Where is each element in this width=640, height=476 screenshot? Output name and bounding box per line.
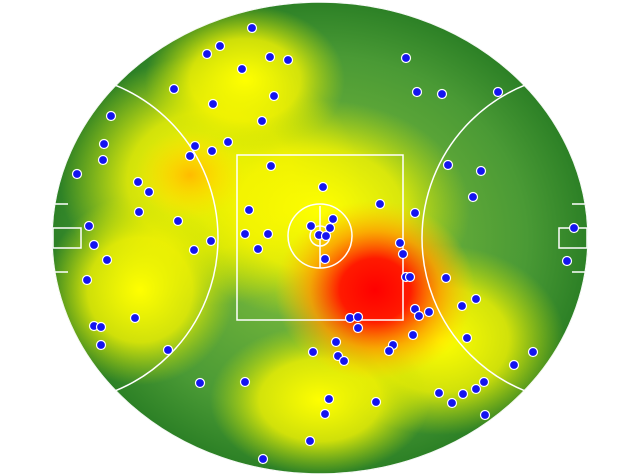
player-dot <box>436 88 448 100</box>
player-dot <box>83 220 95 232</box>
player-dot <box>383 345 395 357</box>
player-dot <box>475 165 487 177</box>
player-dot <box>264 51 276 63</box>
player-dot <box>143 186 155 198</box>
player-dot <box>252 243 264 255</box>
player-dot <box>397 248 409 260</box>
player-dot <box>327 213 339 225</box>
player-dot <box>317 181 329 193</box>
player-dot <box>394 237 406 249</box>
player-dot <box>338 355 350 367</box>
player-dot <box>207 98 219 110</box>
player-dot <box>409 207 421 219</box>
player-dot <box>81 274 93 286</box>
player-dot <box>527 346 539 358</box>
player-dot <box>239 376 251 388</box>
player-dot <box>88 239 100 251</box>
player-dot <box>194 377 206 389</box>
player-dot <box>239 228 251 240</box>
player-dot <box>246 22 258 34</box>
player-dot <box>257 453 269 465</box>
player-dot <box>467 191 479 203</box>
player-dot <box>492 86 504 98</box>
player-dot <box>222 136 234 148</box>
player-dot <box>184 150 196 162</box>
player-dot <box>407 329 419 341</box>
player-dot <box>162 344 174 356</box>
player-dot <box>304 435 316 447</box>
player-dot <box>262 228 274 240</box>
player-dot <box>98 138 110 150</box>
player-dot <box>374 198 386 210</box>
player-dot <box>105 110 117 122</box>
player-dot <box>268 90 280 102</box>
player-dot <box>457 388 469 400</box>
player-dot <box>320 230 332 242</box>
player-dot <box>470 383 482 395</box>
player-dot <box>319 253 331 265</box>
player-dot <box>442 159 454 171</box>
player-dot <box>446 397 458 409</box>
player-dot <box>133 206 145 218</box>
player-dot <box>168 83 180 95</box>
player-dot <box>188 244 200 256</box>
player-dot <box>323 393 335 405</box>
player-dot <box>433 387 445 399</box>
player-dot <box>265 160 277 172</box>
player-dot <box>305 220 317 232</box>
player-dot <box>478 376 490 388</box>
player-dot <box>561 255 573 267</box>
player-dot <box>189 140 201 152</box>
player-dot <box>324 222 336 234</box>
player-dot <box>370 396 382 408</box>
player-dot <box>330 336 342 348</box>
player-dot <box>404 271 416 283</box>
player-dot <box>95 321 107 333</box>
player-dot <box>479 409 491 421</box>
player-dot <box>201 48 213 60</box>
player-dot <box>413 310 425 322</box>
player-dot <box>129 312 141 324</box>
player-dot <box>214 40 226 52</box>
player-dot <box>256 115 268 127</box>
player-dot <box>172 215 184 227</box>
player-dot <box>470 293 482 305</box>
player-dot <box>423 306 435 318</box>
player-dot <box>400 52 412 64</box>
player-dot <box>319 408 331 420</box>
player-dot <box>236 63 248 75</box>
player-dot <box>243 204 255 216</box>
player-dot <box>206 145 218 157</box>
player-dot <box>307 346 319 358</box>
player-dot <box>132 176 144 188</box>
player-dot <box>282 54 294 66</box>
player-dot <box>508 359 520 371</box>
player-dot <box>97 154 109 166</box>
player-dot <box>352 322 364 334</box>
player-dot <box>95 339 107 351</box>
player-dot <box>205 235 217 247</box>
player-dot <box>440 272 452 284</box>
player-dot <box>352 311 364 323</box>
player-dot <box>71 168 83 180</box>
player-dot <box>411 86 423 98</box>
player-dot <box>568 222 580 234</box>
player-dot <box>461 332 473 344</box>
player-dot <box>101 254 113 266</box>
player-dot <box>456 300 468 312</box>
